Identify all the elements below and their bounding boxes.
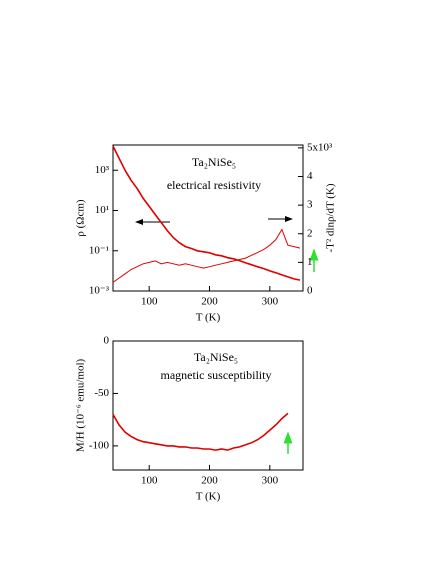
data-line <box>112 145 301 281</box>
x-tick-label: 300 <box>262 475 279 487</box>
y-axis-label: M/H (10⁻⁶ emu/mol) <box>75 358 87 452</box>
y-axis-label: ρ (Ωcm) <box>75 199 87 237</box>
x-axis-label: T (K) <box>196 312 221 324</box>
y-tick-label: 10⁻³ <box>89 285 110 297</box>
annotation: Ta₂NiSe₅ <box>194 350 238 364</box>
data-line <box>112 412 289 451</box>
y-tick-label: -50 <box>94 387 109 399</box>
annotation: magnetic susceptibility <box>161 368 272 382</box>
y-tick-label: -100 <box>89 439 110 451</box>
x-tick-label: 200 <box>201 296 218 308</box>
x-tick-label: 100 <box>141 296 158 308</box>
x-axis-label: T (K) <box>196 491 221 503</box>
annotation: electrical resistivity <box>167 178 261 192</box>
y2-axis-label: -T² dlnρ/dT (K) <box>325 183 337 252</box>
y-tick-label: 0 <box>104 335 110 347</box>
y2-tick-label: 0 <box>307 285 313 297</box>
y2-tick-label: 4 <box>307 170 313 182</box>
y2-tick-label: 1 <box>307 256 313 268</box>
y-tick-label: 10³ <box>95 164 110 176</box>
x-tick-label: 200 <box>201 475 218 487</box>
y2-tick-label: 3 <box>307 199 313 211</box>
x-tick-label: 100 <box>141 475 158 487</box>
y2-tick-label: 2 <box>307 227 313 239</box>
data-line <box>112 228 301 283</box>
y-tick-label: 10¹ <box>95 204 109 216</box>
y-tick-label: 10⁻¹ <box>89 244 109 256</box>
annotation: Ta₂NiSe₅ <box>192 155 236 169</box>
y2-tick-label: 5x10³ <box>307 141 333 153</box>
plot-frame <box>112 340 304 471</box>
plot-frame <box>112 144 304 292</box>
x-tick-label: 300 <box>262 296 279 308</box>
